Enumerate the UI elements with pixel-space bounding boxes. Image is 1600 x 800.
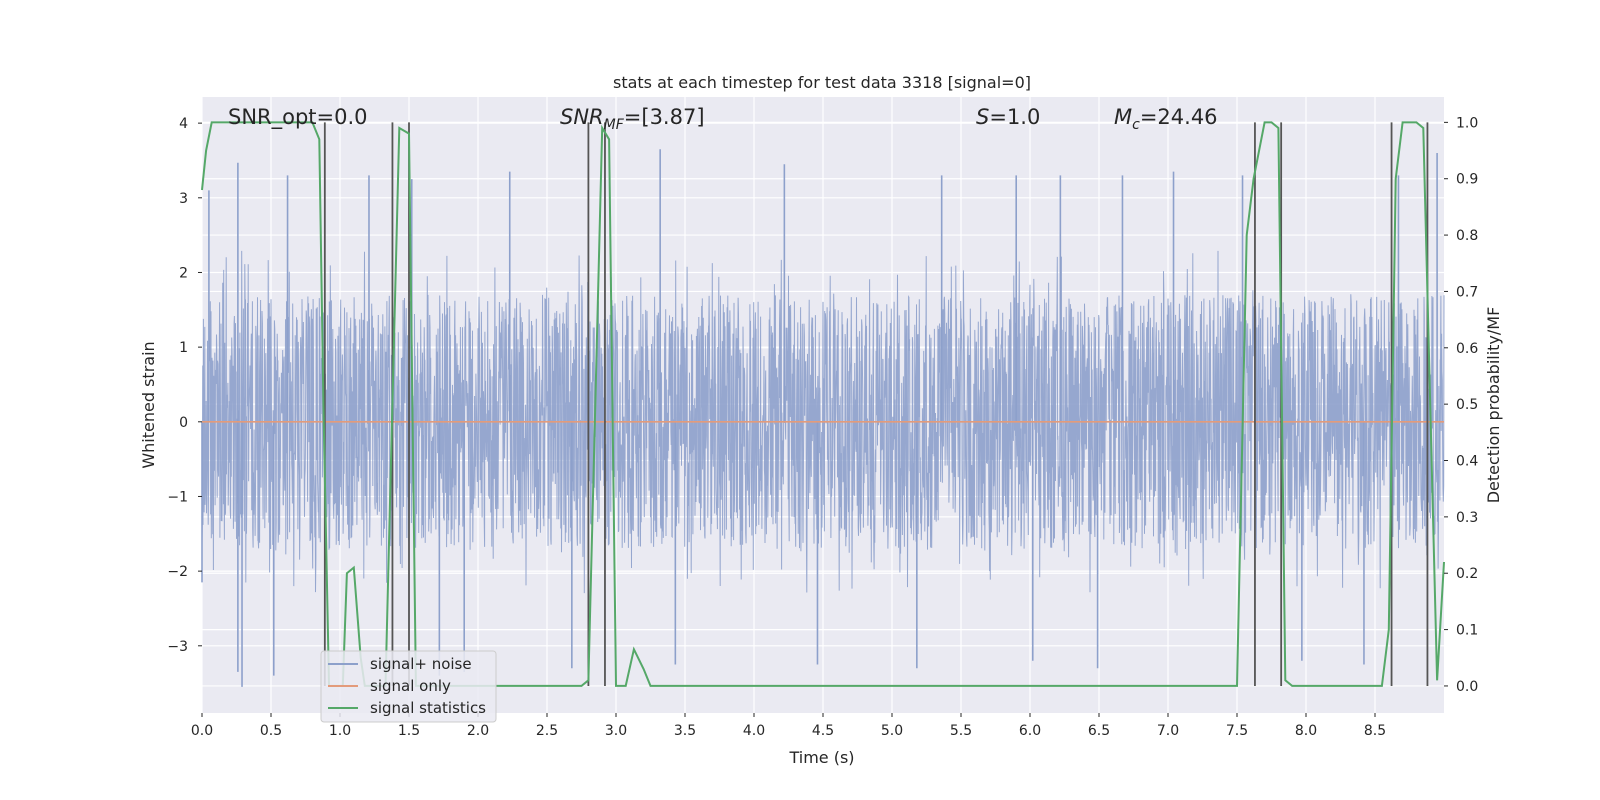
x-tick-label: 2.5 [536, 723, 558, 739]
annotation-snr-mf-value: =[3.87] [624, 105, 705, 129]
x-tick-label: 2.0 [467, 723, 489, 739]
y-right-tick-label: 0.1 [1456, 623, 1478, 639]
x-tick-label: 7.5 [1226, 723, 1248, 739]
annotation-snr-mf-main: SNR [560, 105, 604, 129]
y-right-tick-label: 0.3 [1456, 510, 1478, 526]
annotation-snr-opt: SNR_opt=0.0 [228, 105, 368, 130]
x-tick-label: 0.5 [260, 723, 282, 739]
x-tick-label: 4.0 [743, 723, 765, 739]
annotation-snr-mf-sub: MF [604, 117, 625, 133]
annotation-s-value: =1.0 [989, 105, 1040, 129]
x-tick-label: 6.0 [1019, 723, 1041, 739]
x-tick-label: 1.5 [398, 723, 420, 739]
legend: signal+ noise signal only signal statist… [320, 650, 497, 723]
y-left-tick-label: 4 [179, 116, 188, 132]
annotation-mc-sub: c [1132, 117, 1140, 133]
x-tick-label: 4.5 [812, 723, 834, 739]
y-left-tick-label: 0 [179, 415, 188, 431]
y-right-tick-label: 1.0 [1456, 115, 1478, 131]
annotation-snr-mf: SNRMF=[3.87] [560, 105, 705, 133]
y-right-tick-label: 0.6 [1456, 341, 1478, 357]
x-tick-label: 3.5 [674, 723, 696, 739]
y-right-tick-label: 0.0 [1456, 679, 1478, 695]
vertical-markers [323, 122, 1429, 686]
annotation-mc-main: M [1114, 105, 1132, 129]
y-left-tick-label: −2 [167, 564, 188, 580]
y-right-tick-label: 0.2 [1456, 566, 1478, 582]
x-axis-label: Time (s) [788, 748, 854, 767]
legend-label-signal-statistics: signal statistics [370, 699, 486, 717]
x-tick-label: 1.0 [329, 723, 351, 739]
x-tick-label: 8.5 [1364, 723, 1386, 739]
y-right-tick-label: 0.7 [1456, 284, 1478, 300]
annotation-s: S=1.0 [976, 105, 1040, 129]
y-right-tick-label: 0.8 [1456, 228, 1478, 244]
x-tick-label: 5.0 [881, 723, 903, 739]
y-left-tick-label: 1 [179, 340, 188, 356]
y-left-tick-label: 2 [179, 265, 188, 281]
legend-label-signal-noise: signal+ noise [370, 655, 472, 673]
y-left-tick-label: −1 [167, 489, 188, 505]
legend-box [320, 650, 497, 723]
chart-title: stats at each timestep for test data 331… [613, 73, 1031, 92]
annotation-mc-value: =24.46 [1140, 105, 1218, 129]
x-tick-label: 5.5 [950, 723, 972, 739]
x-tick-label: 6.5 [1088, 723, 1110, 739]
annotation-mc: Mc=24.46 [1114, 105, 1218, 133]
x-tick-label: 3.0 [605, 723, 627, 739]
y-left-tick-label: −3 [167, 639, 188, 655]
x-tick-label: 7.0 [1157, 723, 1179, 739]
annotation-s-symbol: S [976, 105, 989, 129]
x-tick-label: 8.0 [1295, 723, 1317, 739]
legend-label-signal-only: signal only [370, 677, 451, 695]
y-axis-right-label: Detection probability/MF [1484, 307, 1503, 504]
y-right-tick-label: 0.5 [1456, 397, 1478, 413]
y-right-tick-label: 0.9 [1456, 172, 1478, 188]
y-axis-left-label: Whitened strain [139, 341, 158, 468]
axes: 0.0 0.5 1.0 1.5 2.0 2.5 3.0 3.5 4.0 4.5 5.0 5.5 6.0 6… [167, 115, 1478, 739]
x-tick-label: 0.0 [191, 723, 213, 739]
y-left-tick-label: 3 [179, 191, 188, 207]
y-right-tick-label: 0.4 [1456, 454, 1478, 470]
